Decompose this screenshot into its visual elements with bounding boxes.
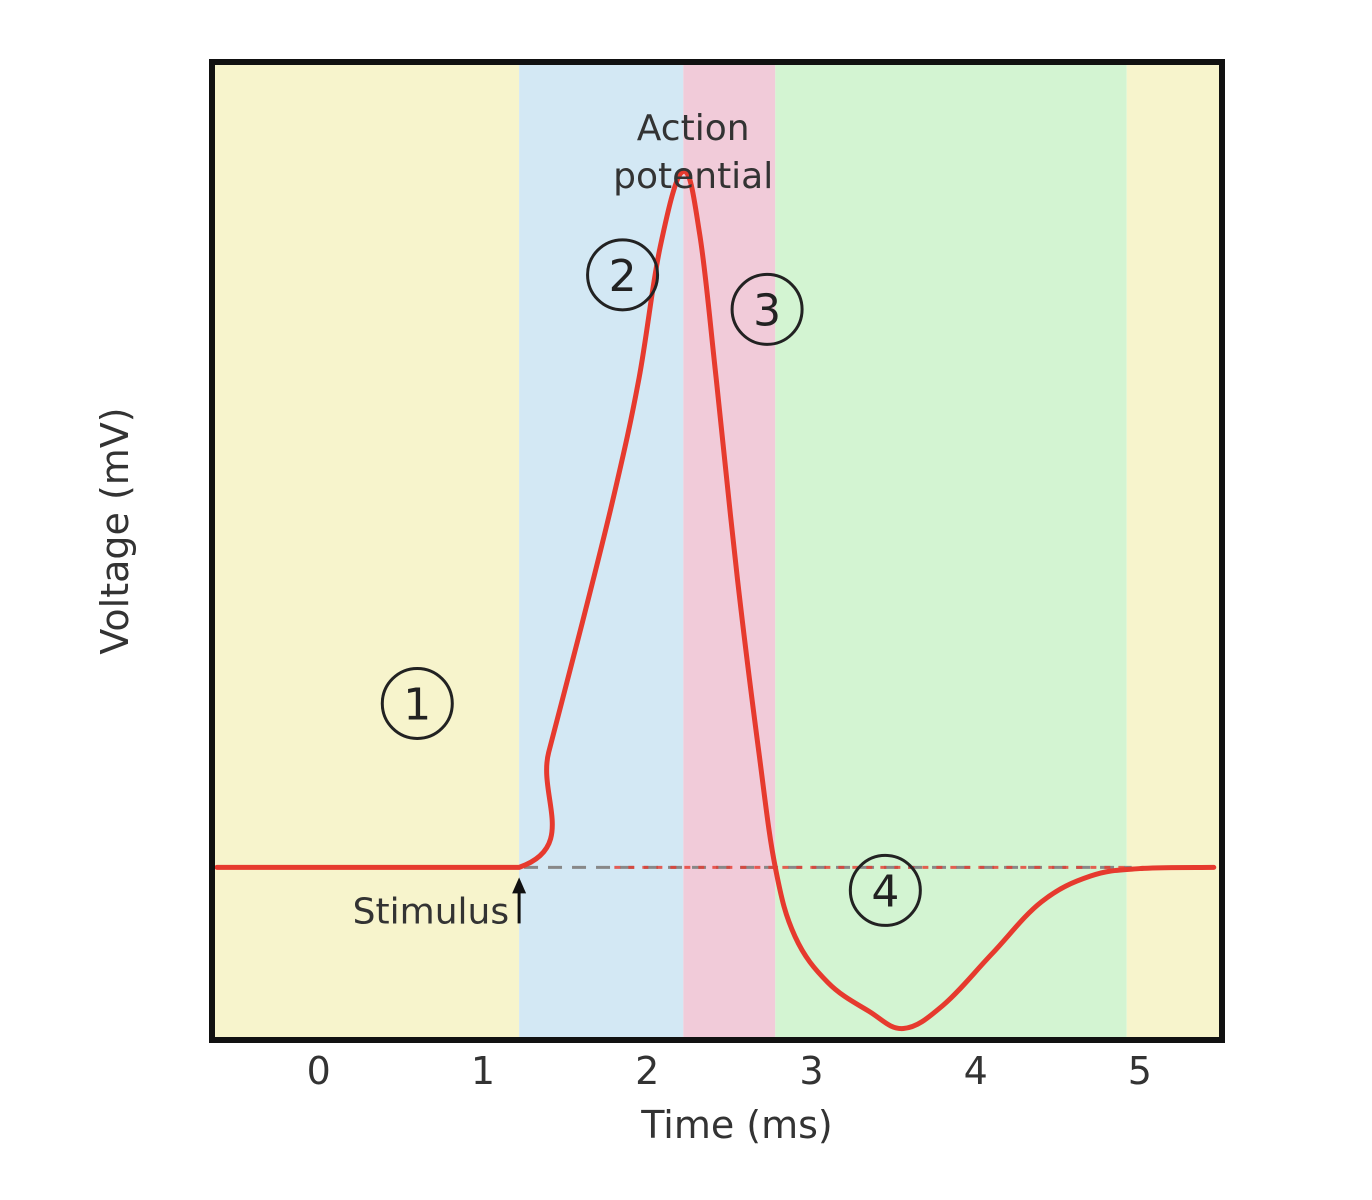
phase-region-4 xyxy=(775,62,1127,1040)
phase-label-1: 1 xyxy=(380,666,454,740)
y-axis-label: Voltage (mV) xyxy=(93,407,137,654)
x-tick-label-2: 2 xyxy=(635,1049,659,1093)
phase-region-1 xyxy=(212,62,520,1040)
phase-region-5 xyxy=(1126,62,1222,1040)
x-tick-label-4: 4 xyxy=(964,1049,988,1093)
plot-frame xyxy=(209,59,1225,1043)
phase-label-3: 3 xyxy=(730,272,804,346)
x-tick-label-1: 1 xyxy=(471,1049,495,1093)
action-potential-label-line1: Action xyxy=(637,108,750,149)
x-axis-label: Time (ms) xyxy=(640,1103,833,1147)
x-tick-label-5: 5 xyxy=(1128,1049,1152,1093)
phase-regions xyxy=(212,62,1222,1040)
x-tick-label-3: 3 xyxy=(799,1049,823,1093)
svg-text:1: 1 xyxy=(403,679,431,730)
phase-label-4: 4 xyxy=(848,853,922,927)
stimulus-arrow xyxy=(512,877,527,924)
svg-text:3: 3 xyxy=(753,285,781,336)
stimulus-label: Stimulus xyxy=(353,891,509,932)
action-potential-label-line2: potential xyxy=(613,156,773,197)
svg-text:2: 2 xyxy=(609,251,637,302)
x-axis-ticks: 0 1 2 3 4 5 xyxy=(307,1049,1152,1093)
svg-text:4: 4 xyxy=(871,866,899,917)
phase-number-labels: 1 2 3 4 xyxy=(380,238,922,927)
series-voltage-line xyxy=(214,168,1217,1031)
x-tick-label-0: 0 xyxy=(307,1049,331,1093)
phase-label-2: 2 xyxy=(586,238,660,312)
